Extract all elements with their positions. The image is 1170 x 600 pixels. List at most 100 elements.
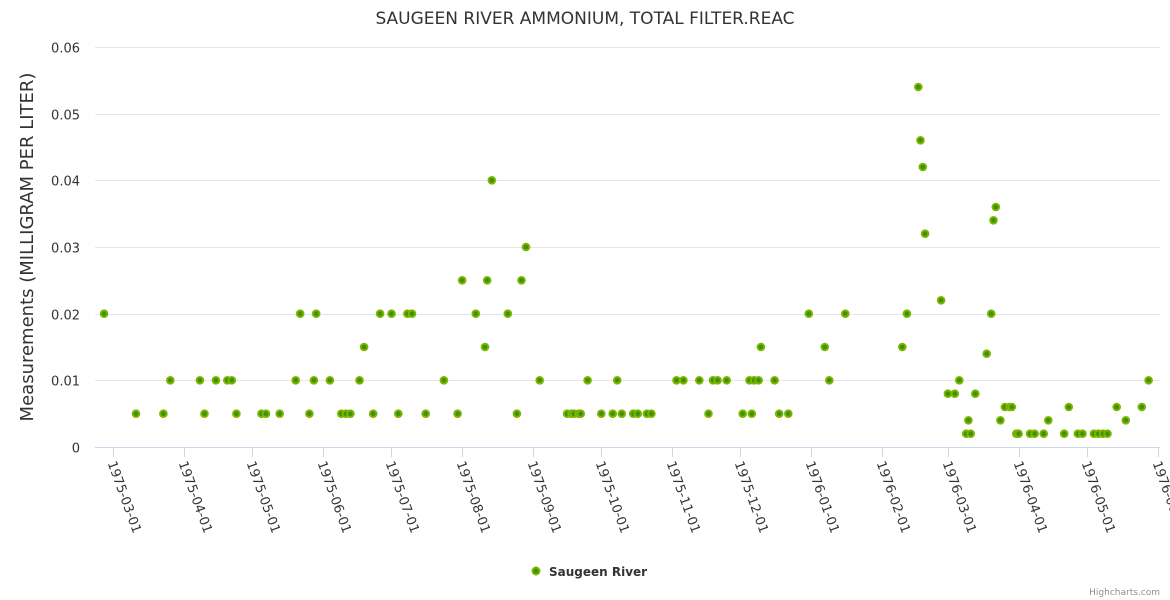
data-point[interactable] <box>195 376 205 385</box>
data-point[interactable] <box>1007 402 1017 412</box>
data-point[interactable] <box>1064 402 1074 412</box>
data-point[interactable] <box>200 409 209 419</box>
data-point[interactable] <box>211 376 221 385</box>
data-point[interactable] <box>902 309 912 319</box>
data-point[interactable] <box>359 342 369 352</box>
data-point[interactable] <box>713 376 722 385</box>
data-point[interactable] <box>936 296 946 305</box>
data-point[interactable] <box>617 409 627 419</box>
data-point[interactable] <box>517 276 526 285</box>
data-point[interactable] <box>738 409 748 419</box>
data-point[interactable] <box>756 342 766 352</box>
data-point[interactable] <box>920 229 930 238</box>
data-point[interactable] <box>453 409 462 419</box>
data-point[interactable] <box>1137 402 1147 412</box>
data-point[interactable] <box>841 309 850 319</box>
data-point[interactable] <box>1112 402 1121 412</box>
data-point[interactable] <box>1103 429 1112 439</box>
data-point[interactable] <box>521 242 531 252</box>
chart-title: SAUGEEN RIVER AMMONIUM, TOTAL FILTER.REA… <box>375 9 794 29</box>
data-point[interactable] <box>989 216 998 225</box>
data-point[interactable] <box>471 309 481 319</box>
data-point[interactable] <box>159 409 168 419</box>
data-point[interactable] <box>672 376 681 385</box>
data-point[interactable] <box>966 429 976 439</box>
data-point[interactable] <box>576 409 586 419</box>
data-point[interactable] <box>943 389 953 399</box>
data-point[interactable] <box>770 376 779 385</box>
data-point[interactable] <box>955 376 964 385</box>
data-point[interactable] <box>916 136 925 145</box>
credits-link[interactable]: Highcharts.com <box>1089 588 1160 598</box>
data-point[interactable] <box>597 409 606 419</box>
data-point[interactable] <box>950 389 960 399</box>
data-point[interactable] <box>487 176 497 185</box>
data-point[interactable] <box>503 309 513 319</box>
data-point[interactable] <box>368 409 378 419</box>
data-point[interactable] <box>991 202 1001 212</box>
data-point[interactable] <box>480 342 490 352</box>
data-point[interactable] <box>394 409 403 419</box>
data-point[interactable] <box>820 342 830 352</box>
data-point[interactable] <box>964 416 973 425</box>
data-point[interactable] <box>1014 429 1023 439</box>
data-point[interactable] <box>309 376 319 385</box>
data-point[interactable] <box>1078 429 1087 439</box>
data-point[interactable] <box>1039 429 1048 439</box>
data-point[interactable] <box>971 389 980 399</box>
data-point[interactable] <box>825 376 834 385</box>
data-point[interactable] <box>275 409 285 419</box>
data-point[interactable] <box>722 376 732 385</box>
x-tick-labels: 1975-03-01 1975-04-01 1975-05-01 1975-06-01… <box>104 447 1170 535</box>
data-point[interactable] <box>99 309 109 319</box>
data-point[interactable] <box>387 309 396 319</box>
data-point[interactable] <box>166 376 175 385</box>
data-point[interactable] <box>1121 416 1131 425</box>
data-point[interactable] <box>227 376 237 385</box>
data-point[interactable] <box>439 376 449 385</box>
data-point[interactable] <box>512 409 522 419</box>
data-point[interactable] <box>612 376 622 385</box>
data-point[interactable] <box>996 416 1005 425</box>
data-point[interactable] <box>774 409 784 419</box>
data-point[interactable] <box>457 276 467 285</box>
data-point[interactable] <box>346 409 355 419</box>
x-tick-label: 1976-06-01 <box>1149 459 1170 535</box>
data-point[interactable] <box>261 409 271 419</box>
data-point[interactable] <box>311 309 321 319</box>
data-point[interactable] <box>982 349 992 359</box>
data-point[interactable] <box>608 409 618 419</box>
data-point[interactable] <box>754 376 763 385</box>
data-point[interactable] <box>918 162 928 172</box>
data-point[interactable] <box>695 376 704 385</box>
data-point[interactable] <box>1030 429 1039 439</box>
data-point[interactable] <box>1044 416 1053 425</box>
data-point[interactable] <box>407 309 417 319</box>
data-point[interactable] <box>375 309 385 319</box>
data-point[interactable] <box>535 376 545 385</box>
legend-item-saugeen-river[interactable]: Saugeen River <box>531 565 648 579</box>
data-point[interactable] <box>647 409 656 419</box>
data-point[interactable] <box>1144 376 1153 385</box>
data-point[interactable] <box>482 276 492 285</box>
data-point[interactable] <box>325 376 335 385</box>
data-point[interactable] <box>633 409 643 419</box>
data-point[interactable] <box>704 409 713 419</box>
data-point[interactable] <box>1059 429 1069 439</box>
data-point[interactable] <box>898 342 907 352</box>
data-point[interactable] <box>986 309 996 319</box>
data-point[interactable] <box>131 409 141 419</box>
data-point[interactable] <box>305 409 314 419</box>
data-point[interactable] <box>232 409 241 419</box>
data-point[interactable] <box>421 409 431 419</box>
data-point[interactable] <box>583 376 592 385</box>
x-tick-label: 1975-12-01 <box>731 459 771 535</box>
data-point[interactable] <box>804 309 814 319</box>
data-point[interactable] <box>291 376 301 385</box>
data-point[interactable] <box>355 376 364 385</box>
data-point[interactable] <box>295 309 305 319</box>
data-point[interactable] <box>784 409 793 419</box>
data-point[interactable] <box>747 409 757 419</box>
data-point[interactable] <box>679 376 688 385</box>
data-point[interactable] <box>914 82 923 92</box>
